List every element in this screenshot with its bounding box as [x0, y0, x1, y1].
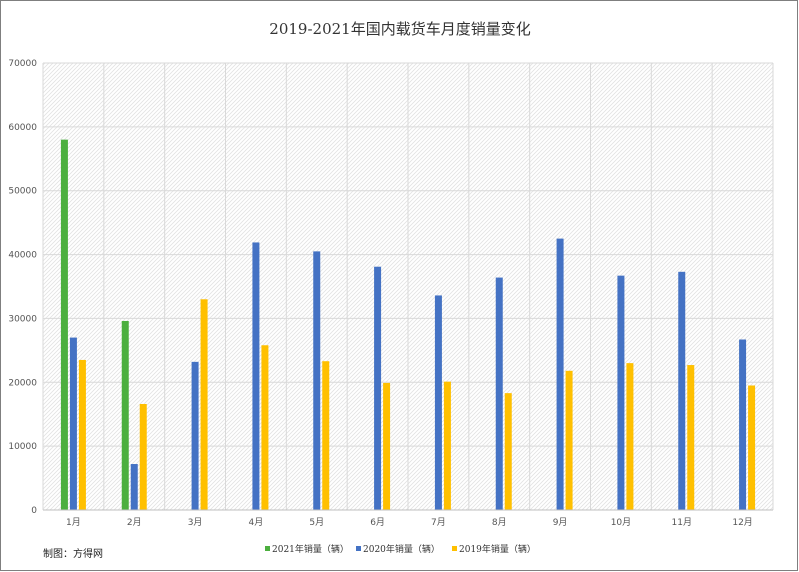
y-axis: 0 10000 20000 30000 40000 50000 60000 70000: [8, 59, 37, 516]
bar-2020: [313, 251, 321, 510]
bar-2019: [443, 381, 451, 510]
bar-2019: [200, 299, 208, 510]
bar-2020: [678, 271, 686, 510]
x-tick-label: 6月: [370, 517, 385, 528]
bar-2020: [130, 464, 138, 510]
x-tick-label: 8月: [492, 517, 507, 528]
x-tick-label: 10月: [611, 517, 631, 528]
bars: [60, 139, 756, 510]
y-tick-label: 0: [31, 506, 37, 516]
bar-2020: [434, 295, 442, 510]
bar-2020: [252, 242, 260, 510]
legend-label: 2019年销量（辆）: [459, 543, 536, 555]
x-tick-label: 12月: [732, 517, 752, 528]
bar-2019: [78, 359, 86, 510]
legend-label: 2020年销量（辆）: [363, 543, 440, 555]
x-tick-label: 2月: [127, 517, 142, 528]
bar-2020: [739, 339, 747, 510]
y-tick-label: 20000: [8, 378, 37, 388]
legend-swatch: [265, 546, 270, 551]
y-tick-label: 10000: [8, 442, 37, 452]
x-axis: 1月 2月 3月 4月 5月 6月 7月 8月 9月 10月 11月 12月: [43, 509, 773, 528]
bar-2019: [565, 370, 573, 510]
y-tick-label: 60000: [8, 123, 37, 133]
y-tick-label: 50000: [8, 187, 37, 197]
bar-2020: [69, 337, 77, 510]
y-tick-label: 70000: [8, 59, 37, 69]
bar-2020: [374, 266, 382, 510]
bar-2019: [322, 361, 330, 510]
legend-label: 2021年销量（辆）: [272, 543, 349, 555]
x-tick-label: 11月: [672, 517, 692, 528]
y-tick-label: 40000: [8, 251, 37, 261]
bar-2020: [191, 361, 199, 510]
bar-2020: [495, 277, 503, 510]
bar-2021: [121, 320, 129, 510]
bar-2019: [383, 382, 391, 510]
x-tick-label: 7月: [431, 517, 446, 528]
bar-2019: [139, 403, 147, 510]
chart-title: 2019-2021年国内载货车月度销量变化: [269, 20, 530, 38]
bar-2019: [748, 385, 756, 510]
bar-2019: [626, 363, 634, 510]
legend-swatch: [452, 546, 457, 551]
x-tick-label: 9月: [553, 517, 568, 528]
legend: 2021年销量（辆） 2020年销量（辆） 2019年销量（辆）: [265, 543, 536, 555]
bar-2019: [687, 365, 695, 510]
legend-swatch: [356, 546, 361, 551]
gridlines: [42, 62, 774, 511]
credit-text: 制图：方得网: [43, 547, 103, 560]
y-tick-label: 30000: [8, 314, 37, 324]
bar-2021: [60, 139, 68, 510]
x-tick-label: 5月: [309, 517, 324, 528]
bar-2020: [617, 275, 625, 510]
x-tick-label: 3月: [188, 517, 203, 528]
x-tick-label: 4月: [249, 517, 264, 528]
bar-2019: [504, 393, 512, 510]
bar-2019: [261, 345, 269, 510]
bar-2020: [556, 238, 564, 510]
x-tick-label: 1月: [66, 517, 81, 528]
